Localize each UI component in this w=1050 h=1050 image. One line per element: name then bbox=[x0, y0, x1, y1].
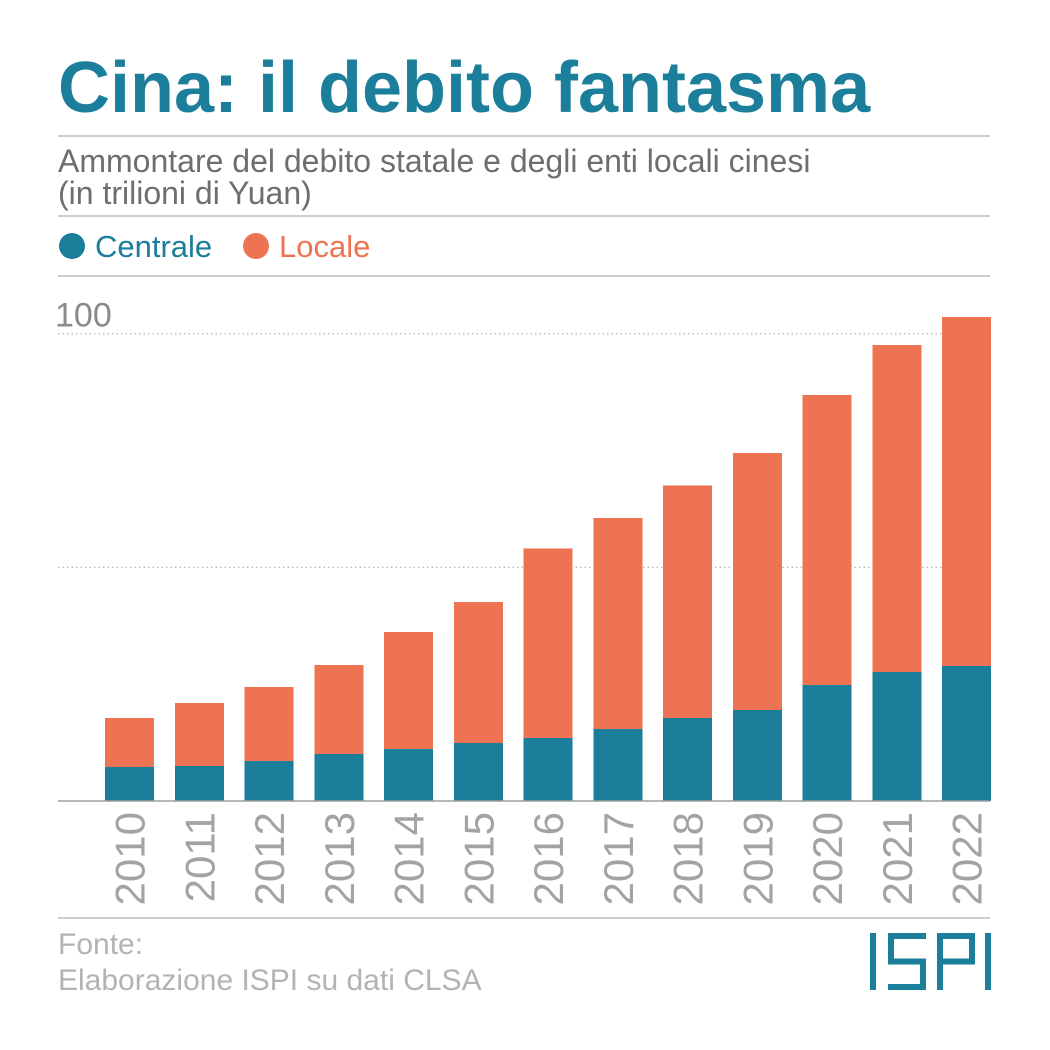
logo-letter-s bbox=[888, 933, 926, 990]
legend-item-centrale: Centrale bbox=[59, 229, 212, 264]
bar-locale-2022 bbox=[942, 316, 991, 666]
bar-chart: 100 2010 2011 2012 2013 2014 2015 2016 2017 2018… bbox=[55, 297, 991, 905]
bar-stack-2011 bbox=[174, 702, 224, 801]
x-tick-label-2022: 2022 bbox=[944, 812, 991, 905]
bar-locale-2018 bbox=[663, 485, 712, 718]
bar-centrale-2022 bbox=[942, 665, 991, 801]
bar-locale-2021 bbox=[872, 344, 922, 673]
legend-swatch-centrale bbox=[59, 233, 85, 259]
legend-label-locale: Locale bbox=[279, 229, 370, 264]
bar-stack-2014 bbox=[384, 631, 433, 801]
chart-unit-label: (in trilioni di Yuan) bbox=[58, 175, 312, 211]
legend-label-centrale: Centrale bbox=[95, 229, 212, 264]
bar-locale-2020 bbox=[802, 394, 852, 686]
bar-stack-2016 bbox=[523, 548, 573, 801]
bar-centrale-2019 bbox=[732, 709, 782, 801]
chart-subtitle: Ammontare del debito statale e degli ent… bbox=[58, 143, 810, 179]
bar-centrale-2015 bbox=[453, 743, 503, 801]
bar-stack-2018 bbox=[663, 485, 712, 801]
chart-bars bbox=[105, 316, 991, 801]
bar-stack-2020 bbox=[802, 394, 852, 801]
bar-centrale-2012 bbox=[244, 760, 294, 801]
bar-stack-2021 bbox=[872, 344, 922, 801]
x-tick-label-2017: 2017 bbox=[595, 812, 642, 905]
bar-centrale-2011 bbox=[174, 765, 224, 801]
bar-locale-2019 bbox=[732, 452, 782, 710]
x-tick-label-2010: 2010 bbox=[107, 812, 154, 905]
bar-centrale-2013 bbox=[314, 753, 364, 801]
x-tick-label-2011: 2011 bbox=[176, 812, 223, 902]
bar-stack-2012 bbox=[244, 686, 294, 801]
source-label: Fonte: bbox=[58, 928, 143, 961]
x-tick-label-2020: 2020 bbox=[804, 812, 851, 905]
bar-locale-2015 bbox=[453, 601, 503, 744]
bar-locale-2017 bbox=[593, 517, 643, 730]
x-tick-label-2014: 2014 bbox=[386, 812, 433, 905]
bar-centrale-2010 bbox=[105, 766, 154, 801]
bar-stack-2013 bbox=[314, 665, 364, 801]
x-tick-label-2019: 2019 bbox=[734, 812, 781, 905]
bar-centrale-2021 bbox=[872, 672, 922, 801]
bar-locale-2011 bbox=[174, 702, 224, 766]
chart-grid: 100 bbox=[55, 297, 990, 568]
logo-letter-p bbox=[937, 933, 975, 990]
x-tick-label-2021: 2021 bbox=[874, 812, 921, 905]
bar-stack-2019 bbox=[732, 452, 782, 801]
bar-locale-2014 bbox=[384, 631, 433, 750]
bar-locale-2012 bbox=[244, 686, 294, 761]
bar-stack-2010 bbox=[105, 717, 154, 801]
bar-centrale-2018 bbox=[663, 717, 712, 801]
bar-locale-2010 bbox=[105, 717, 154, 767]
bar-centrale-2017 bbox=[593, 729, 643, 801]
bar-stack-2017 bbox=[593, 517, 643, 801]
x-tick-label-2013: 2013 bbox=[316, 812, 363, 905]
ispi-logo bbox=[870, 933, 991, 990]
x-tick-label-2016: 2016 bbox=[525, 812, 572, 905]
x-tick-label-2012: 2012 bbox=[246, 812, 293, 905]
source-text: Elaborazione ISPI su dati CLSA bbox=[58, 964, 482, 997]
legend: Centrale Locale bbox=[59, 229, 370, 264]
x-axis-labels: 2010 2011 2012 2013 2014 2015 2016 2017 2018 2019… bbox=[107, 812, 991, 905]
x-tick-label-2015: 2015 bbox=[455, 812, 502, 905]
bar-locale-2013 bbox=[314, 665, 364, 754]
bar-centrale-2016 bbox=[523, 737, 573, 801]
bar-centrale-2020 bbox=[802, 685, 852, 801]
y-tick-label: 100 bbox=[55, 297, 112, 335]
bar-centrale-2014 bbox=[384, 749, 433, 801]
x-tick-label-2018: 2018 bbox=[665, 812, 712, 905]
legend-item-locale: Locale bbox=[243, 229, 370, 264]
legend-swatch-locale bbox=[243, 233, 269, 259]
bar-locale-2016 bbox=[523, 548, 573, 738]
bar-stack-2022 bbox=[942, 316, 991, 801]
bar-stack-2015 bbox=[453, 601, 503, 801]
page-title: Cina: il debito fantasma bbox=[58, 48, 871, 128]
